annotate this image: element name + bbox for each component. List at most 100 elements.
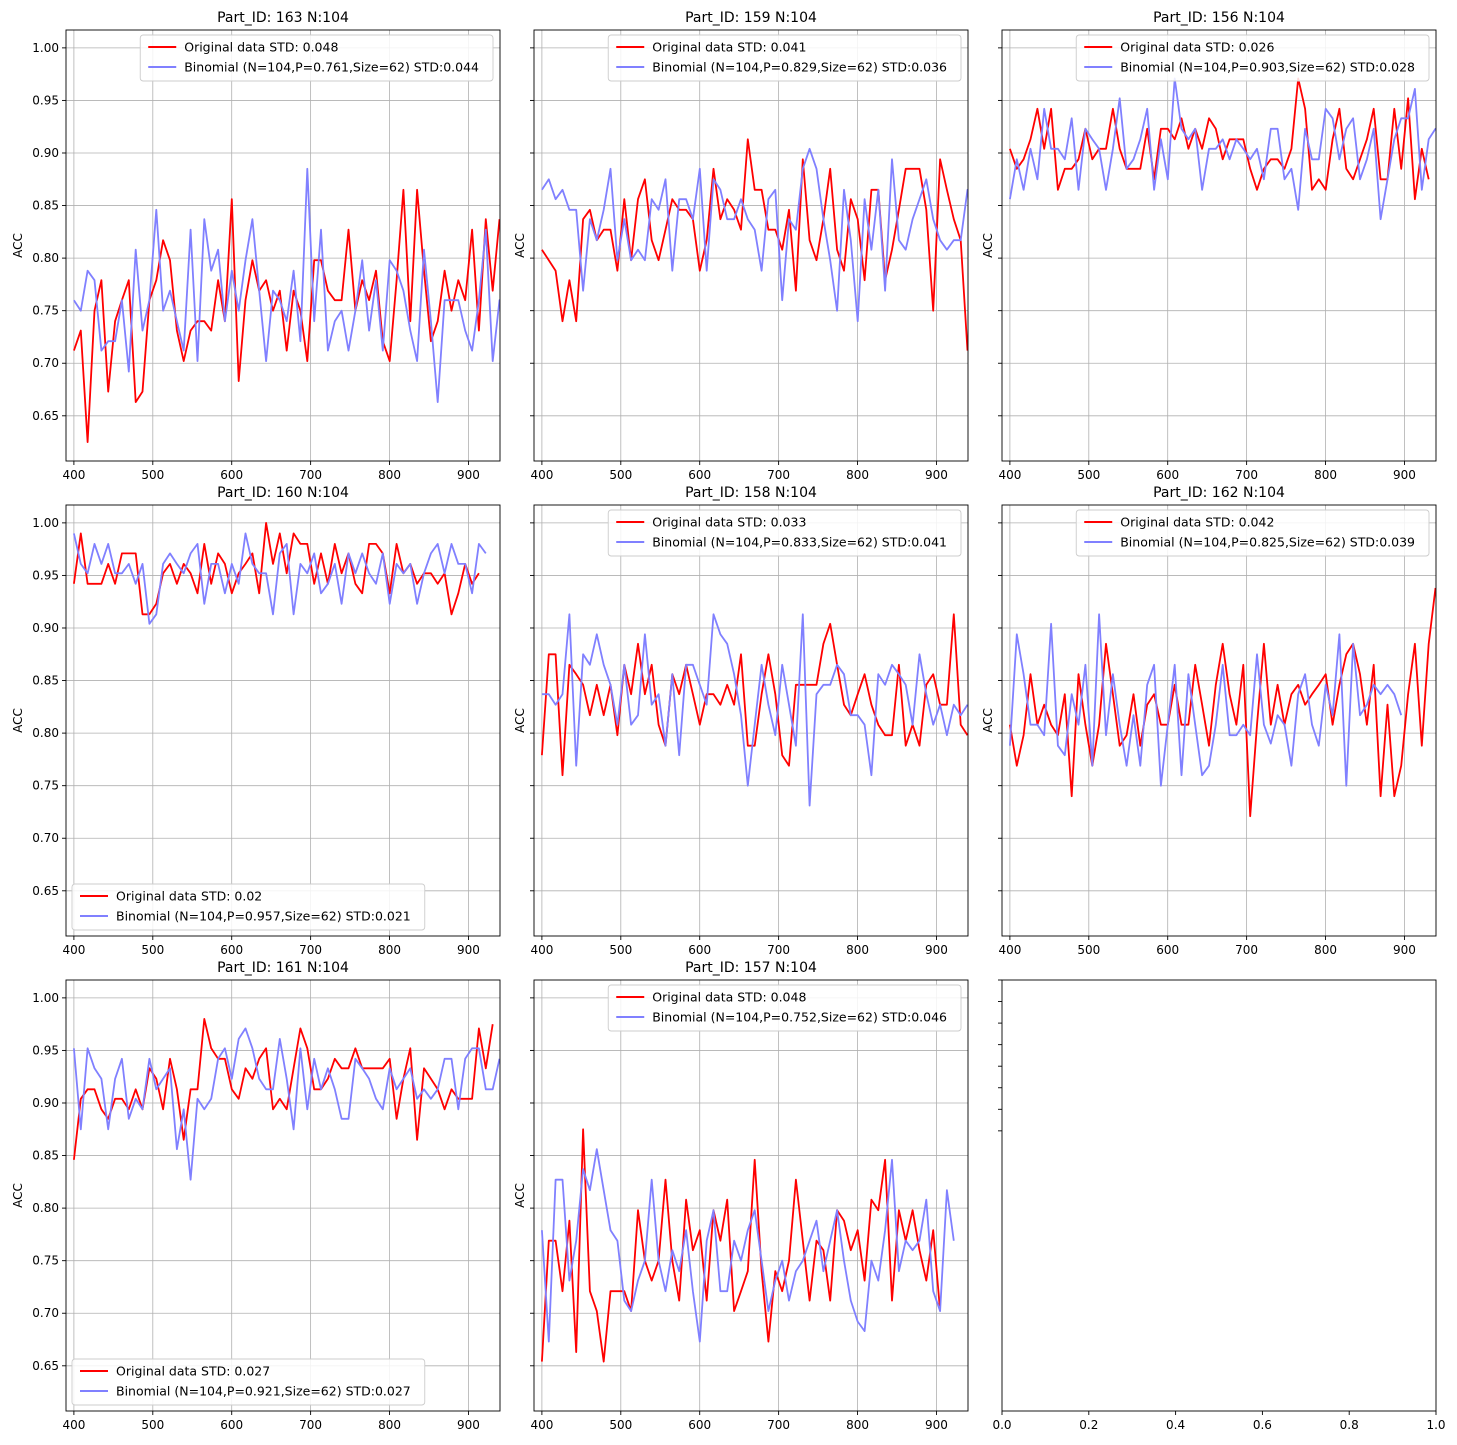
y-axis-label: ACC — [981, 708, 995, 733]
subplot-6: 400 500 600 700 800 900 Part_ID: 162 N:104 ACC O… — [981, 485, 1437, 957]
subplot-title: Part_ID: 158 N:104 — [685, 485, 817, 501]
legend-label: Original data STD: 0.048 — [652, 990, 806, 1005]
x-tick-label: 500 — [141, 1418, 164, 1432]
y-tick-label: 0.90 — [32, 1096, 59, 1110]
subplot-8: 400 500 600 700 800 900 Part_ID: 157 N:104 ACC O… — [513, 960, 969, 1432]
series-line-binomial — [1009, 77, 1436, 221]
x-tick-label: 400 — [62, 1418, 85, 1432]
y-tick-label: 0.65 — [32, 409, 59, 423]
axes-frame — [533, 29, 969, 462]
y-tick-label: 0.85 — [32, 199, 59, 213]
legend-label: Binomial (N=104,P=0.921,Size=62) STD:0.0… — [116, 1384, 411, 1399]
series-line-binomial — [73, 167, 500, 404]
x-tick-label: 900 — [925, 468, 948, 482]
series-line-original — [73, 1018, 494, 1160]
series-group — [73, 167, 500, 444]
series-line-binomial — [1009, 613, 1403, 787]
axes-frame — [1001, 979, 1437, 1412]
x-tick-label: 800 — [378, 1418, 401, 1432]
legend-label: Binomial (N=104,P=0.957,Size=62) STD:0.0… — [116, 909, 411, 924]
x-tick-label: 700 — [767, 468, 790, 482]
legend: Original data STD: 0.027 Binomial (N=104,… — [71, 1358, 426, 1406]
legend: Original data STD: 0.048 Binomial (N=104,… — [139, 34, 494, 82]
x-tick-label: 900 — [457, 943, 480, 957]
x-tick-label: 1.0 — [1426, 1418, 1445, 1432]
y-tick-label: 0.95 — [32, 1043, 59, 1057]
legend-label: Binomial (N=104,P=0.825,Size=62) STD:0.0… — [1120, 535, 1415, 550]
axes-frame — [533, 504, 969, 937]
legend-box — [607, 509, 962, 557]
legend-label: Original data STD: 0.026 — [1120, 40, 1274, 55]
axes-frame — [533, 979, 969, 1412]
series-line-original — [541, 138, 968, 351]
legend-box — [139, 34, 494, 82]
x-tick-label: 500 — [141, 943, 164, 957]
y-tick-label: 0.70 — [32, 356, 59, 370]
x-tick-label: 900 — [457, 468, 480, 482]
x-tick-label: 700 — [299, 943, 322, 957]
x-tick-label: 600 — [220, 1418, 243, 1432]
x-tick-label: 600 — [688, 468, 711, 482]
y-tick-label: 0.80 — [32, 251, 59, 265]
x-tick-label: 900 — [925, 1418, 948, 1432]
axes-frame — [1001, 29, 1437, 462]
x-tick-label: 700 — [767, 1418, 790, 1432]
x-tick-label: 800 — [1314, 943, 1337, 957]
x-tick-label: 0.2 — [1079, 1418, 1098, 1432]
axes-frame — [1001, 504, 1437, 937]
legend-label: Binomial (N=104,P=0.833,Size=62) STD:0.0… — [652, 535, 947, 550]
y-axis-label: ACC — [513, 233, 527, 258]
x-tick-label: 700 — [767, 943, 790, 957]
subplot-3: 400 500 600 700 800 900 Part_ID: 156 N:104 ACC O… — [981, 10, 1437, 482]
legend-label: Original data STD: 0.033 — [652, 515, 806, 530]
series-line-original — [541, 613, 968, 777]
legend-label: Original data STD: 0.027 — [116, 1364, 270, 1379]
x-tick-label: 800 — [1314, 468, 1337, 482]
x-tick-label: 600 — [688, 943, 711, 957]
legend: Original data STD: 0.041 Binomial (N=104,… — [607, 34, 962, 82]
x-tick-label: 500 — [1077, 943, 1100, 957]
subplot-2: 400 500 600 700 800 900 Part_ID: 159 N:104 ACC O… — [513, 10, 969, 482]
series-group — [1009, 77, 1436, 221]
y-axis-label: ACC — [11, 233, 25, 258]
x-tick-label: 600 — [220, 468, 243, 482]
series-line-original — [73, 188, 500, 444]
x-tick-label: 400 — [530, 943, 553, 957]
x-tick-label: 400 — [998, 468, 1021, 482]
x-tick-label: 900 — [457, 1418, 480, 1432]
y-axis-label: ACC — [513, 1183, 527, 1208]
x-tick-label: 700 — [1235, 943, 1258, 957]
subplot-title: Part_ID: 161 N:104 — [217, 960, 349, 976]
series-line-binomial — [73, 532, 487, 625]
x-tick-label: 400 — [530, 468, 553, 482]
x-tick-label: 500 — [141, 468, 164, 482]
y-tick-label: 0.85 — [32, 1149, 59, 1163]
subplot-5: 400 500 600 700 800 900 Part_ID: 158 N:104 ACC O… — [513, 485, 969, 957]
x-tick-label: 0.4 — [1166, 1418, 1185, 1432]
x-tick-label: 400 — [998, 943, 1021, 957]
y-tick-label: 0.95 — [32, 93, 59, 107]
x-tick-label: 0.0 — [992, 1418, 1011, 1432]
legend-label: Original data STD: 0.042 — [1120, 515, 1274, 530]
legend-box — [71, 1358, 426, 1406]
x-tick-label: 500 — [609, 943, 632, 957]
legend-label: Binomial (N=104,P=0.761,Size=62) STD:0.0… — [184, 60, 479, 75]
x-tick-label: 800 — [846, 468, 869, 482]
x-tick-label: 700 — [299, 1418, 322, 1432]
y-axis-label: ACC — [513, 708, 527, 733]
legend-box — [607, 984, 962, 1032]
series-group — [73, 522, 487, 625]
subplot-4: 400 500 600 700 800 900 0.65 0.70 0.75 0.80 0.85 0.… — [11, 485, 501, 957]
axes-frame — [65, 979, 501, 1412]
x-tick-label: 900 — [1393, 943, 1416, 957]
subplot-title: Part_ID: 159 N:104 — [685, 10, 817, 26]
legend-label: Original data STD: 0.041 — [652, 40, 806, 55]
x-tick-label: 600 — [688, 1418, 711, 1432]
legend-label: Binomial (N=104,P=0.829,Size=62) STD:0.0… — [652, 60, 947, 75]
series-group — [1009, 587, 1436, 818]
legend: Original data STD: 0.048 Binomial (N=104,… — [607, 984, 962, 1032]
legend: Original data STD: 0.033 Binomial (N=104,… — [607, 509, 962, 557]
y-tick-label: 0.75 — [32, 779, 59, 793]
series-group — [73, 1018, 500, 1181]
